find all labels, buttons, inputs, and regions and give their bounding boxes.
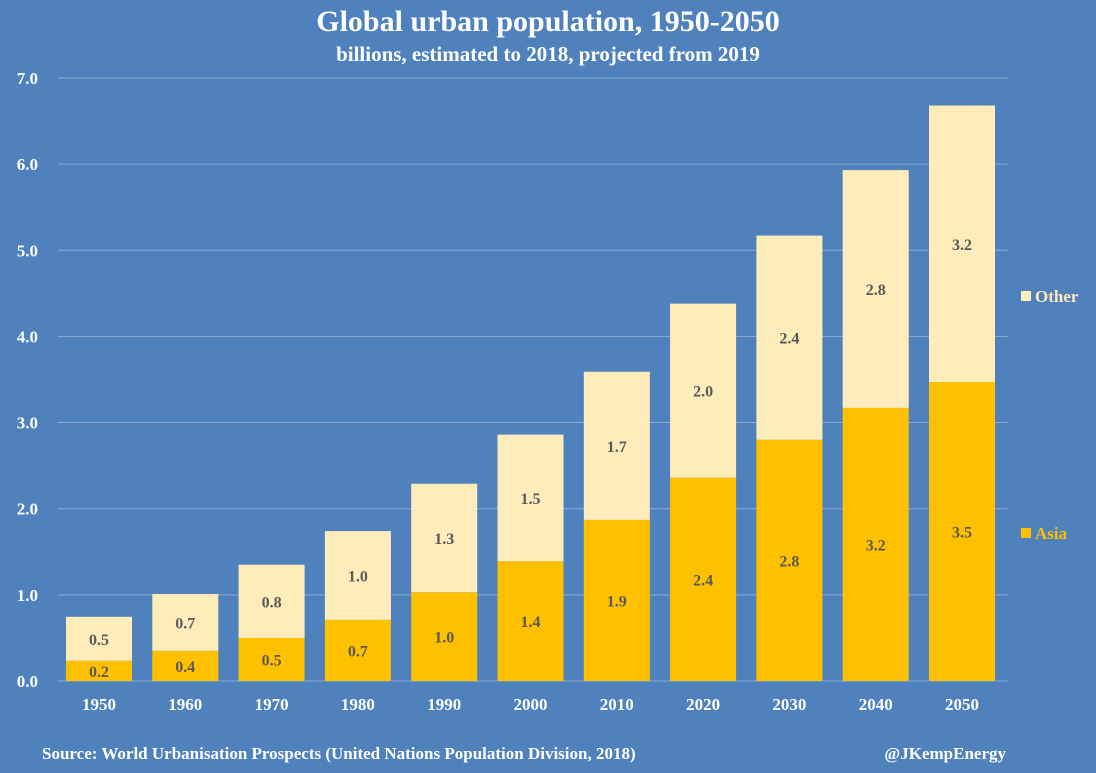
bar-other-1960 [152,593,219,651]
data-label-asia: 0.4 [175,659,195,676]
x-tick-label: 2000 [514,695,548,714]
data-label-other: 1.0 [348,568,368,585]
data-label-asia: 3.2 [866,537,886,554]
bar-other-2050 [929,105,995,383]
data-label-asia: 2.4 [693,572,713,589]
bar-other-1970 [238,564,305,638]
data-label-other: 1.5 [521,491,541,508]
y-tick-label: 3.0 [17,414,38,433]
x-tick-label: 1960 [168,695,202,714]
data-label-other: 2.8 [866,282,886,299]
bar-asia-2040 [842,407,909,681]
data-label-asia: 0.7 [348,643,368,660]
data-label-other: 1.7 [607,439,627,456]
x-tick-label: 2010 [600,695,634,714]
chart-title: Global urban population, 1950-2050 [316,5,779,38]
y-tick-label: 6.0 [17,155,38,174]
data-label-other: 0.5 [89,632,109,649]
bar-asia-2030 [756,439,823,681]
x-tick-label: 1950 [82,695,116,714]
x-tick-label: 2020 [686,695,720,714]
bar-asia-1970 [238,637,305,681]
legend-label-other: Other [1035,287,1079,306]
bar-other-2040 [842,170,909,408]
x-tick-label: 1970 [255,695,289,714]
x-tick-label: 1980 [341,695,375,714]
y-tick-label: 0.0 [17,672,38,691]
y-tick-label: 1.0 [17,586,38,605]
bar-other-1950 [66,616,132,661]
y-tick-label: 5.0 [17,241,38,260]
bar-asia-2020 [670,477,737,681]
data-label-other: 2.4 [779,331,799,348]
y-tick-label: 7.0 [17,69,38,88]
data-label-asia: 0.5 [262,652,282,669]
source-note: Source: World Urbanisation Prospects (Un… [42,744,636,763]
bar-other-2000 [497,434,564,562]
data-label-asia: 1.9 [607,593,627,610]
bar-asia-2010 [583,519,650,681]
x-tick-label: 1990 [427,695,461,714]
bar-asia-1980 [324,619,391,681]
data-label-other: 0.8 [262,594,282,611]
data-label-other: 0.7 [175,615,195,632]
x-tick-label: 2050 [945,695,979,714]
data-label-asia: 0.2 [89,664,109,681]
credit: @JKempEnergy [884,744,1006,763]
data-label-other: 1.3 [434,531,454,548]
bar-asia-2000 [497,561,564,681]
data-label-asia: 1.4 [521,614,541,631]
legend-swatch-asia [1021,528,1031,538]
legend-swatch-other [1021,291,1031,301]
bar-other-1990 [411,483,478,593]
y-tick-label: 4.0 [17,327,38,346]
bar-other-2010 [583,371,650,520]
data-label-other: 2.0 [693,384,713,401]
data-label-asia: 3.5 [952,525,972,542]
bar-asia-1960 [152,650,219,681]
x-tick-label: 2040 [859,695,893,714]
bar-other-2030 [756,235,823,440]
bar-asia-1990 [411,592,478,681]
data-label-asia: 1.0 [434,630,454,647]
bar-other-2020 [670,303,737,478]
y-tick-label: 2.0 [17,500,38,519]
bar-asia-2050 [929,382,995,681]
data-label-other: 3.2 [952,237,972,254]
x-tick-label: 2030 [772,695,806,714]
bar-other-1980 [324,531,391,620]
data-label-asia: 2.8 [779,553,799,570]
bar-asia-1950 [66,660,132,681]
legend-label-asia: Asia [1035,524,1068,543]
chart-subtitle: billions, estimated to 2018, projected f… [336,42,760,66]
